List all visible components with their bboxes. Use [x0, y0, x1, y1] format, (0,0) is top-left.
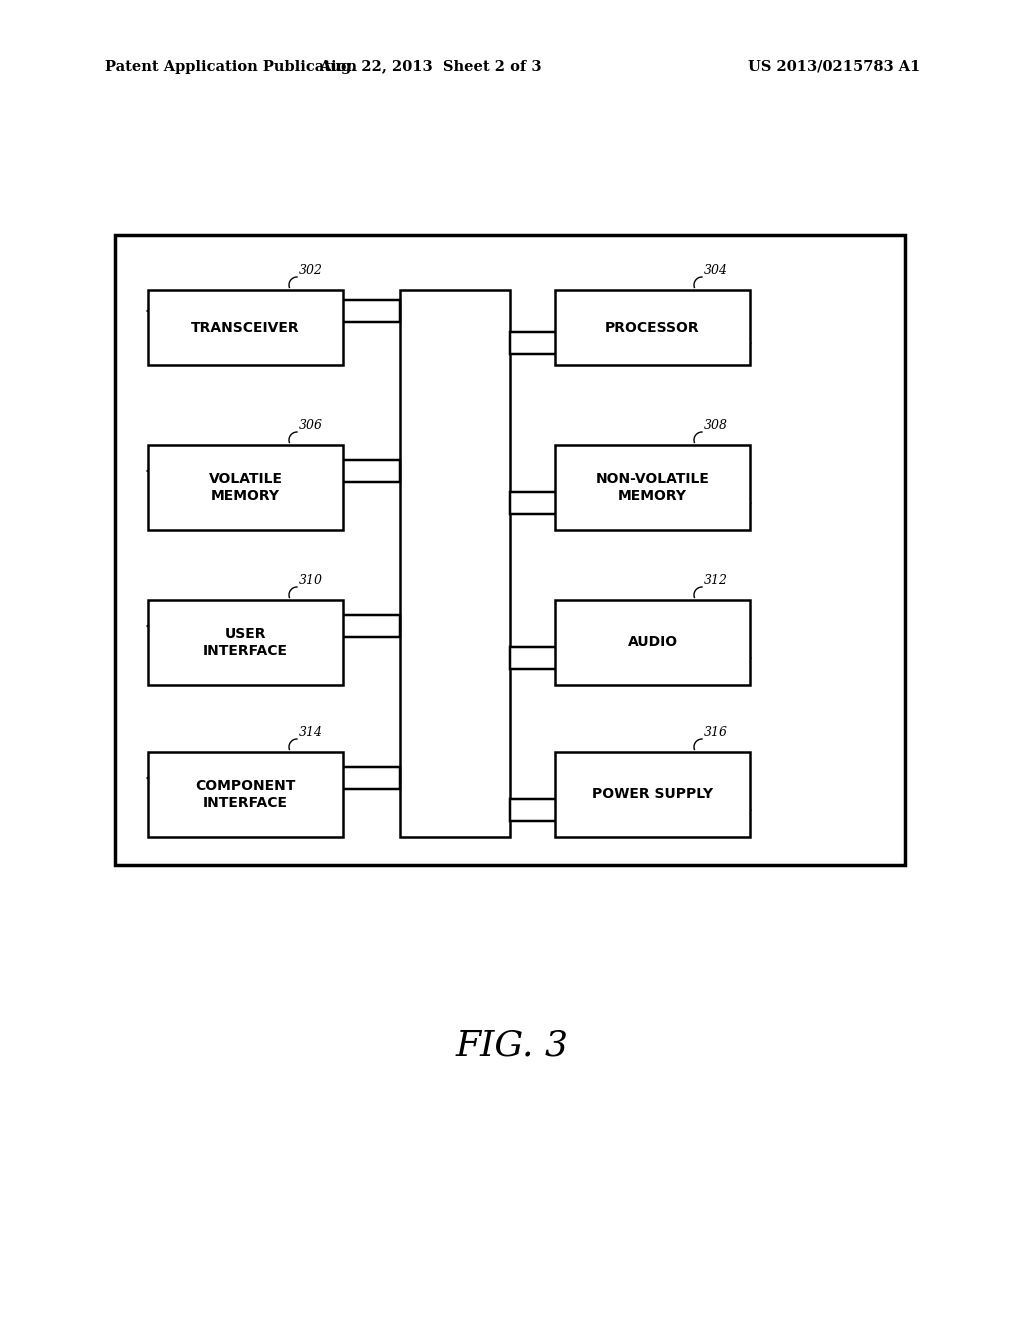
Text: 302: 302 [299, 264, 323, 277]
Text: 310: 310 [299, 574, 323, 587]
Bar [555, 601, 750, 685]
Polygon shape [148, 615, 400, 638]
Text: NON-VOLATILE
MEMORY: NON-VOLATILE MEMORY [596, 473, 710, 503]
Bar [148, 290, 343, 366]
Text: 312: 312 [705, 574, 728, 587]
Bar [148, 445, 343, 531]
Text: 314: 314 [299, 726, 323, 739]
Text: 308: 308 [705, 418, 728, 432]
Bar [148, 601, 343, 685]
Text: AUDIO: AUDIO [628, 635, 678, 649]
Text: 316: 316 [705, 726, 728, 739]
Text: FIG. 3: FIG. 3 [456, 1028, 568, 1063]
Text: TRANSCEIVER: TRANSCEIVER [191, 321, 300, 334]
Polygon shape [510, 333, 750, 354]
Text: US 2013/0215783 A1: US 2013/0215783 A1 [748, 59, 920, 74]
Bar [555, 752, 750, 837]
Text: USER
INTERFACE: USER INTERFACE [203, 627, 288, 657]
Bar [555, 445, 750, 531]
Text: Patent Application Publication: Patent Application Publication [105, 59, 357, 74]
Text: 306: 306 [299, 418, 323, 432]
Bar [115, 235, 905, 865]
Text: 304: 304 [705, 264, 728, 277]
Polygon shape [510, 799, 750, 821]
Bar [400, 290, 510, 837]
Polygon shape [148, 300, 400, 322]
Polygon shape [510, 492, 750, 513]
Text: POWER SUPPLY: POWER SUPPLY [592, 788, 713, 801]
Text: VOLATILE
MEMORY: VOLATILE MEMORY [209, 473, 283, 503]
Polygon shape [510, 647, 750, 669]
Text: PROCESSOR: PROCESSOR [605, 321, 699, 334]
Bar [555, 290, 750, 366]
Polygon shape [148, 459, 400, 482]
Polygon shape [148, 767, 400, 789]
Text: Aug. 22, 2013  Sheet 2 of 3: Aug. 22, 2013 Sheet 2 of 3 [318, 59, 542, 74]
Text: COMPONENT
INTERFACE: COMPONENT INTERFACE [196, 779, 296, 809]
Bar [148, 752, 343, 837]
